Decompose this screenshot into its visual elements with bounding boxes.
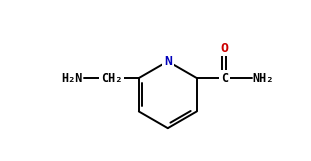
Text: H₂N: H₂N [62, 71, 83, 85]
Text: O: O [220, 42, 228, 55]
Text: N: N [164, 55, 172, 68]
Text: CH₂: CH₂ [101, 71, 122, 85]
Text: NH₂: NH₂ [253, 71, 274, 85]
Text: C: C [221, 71, 228, 85]
